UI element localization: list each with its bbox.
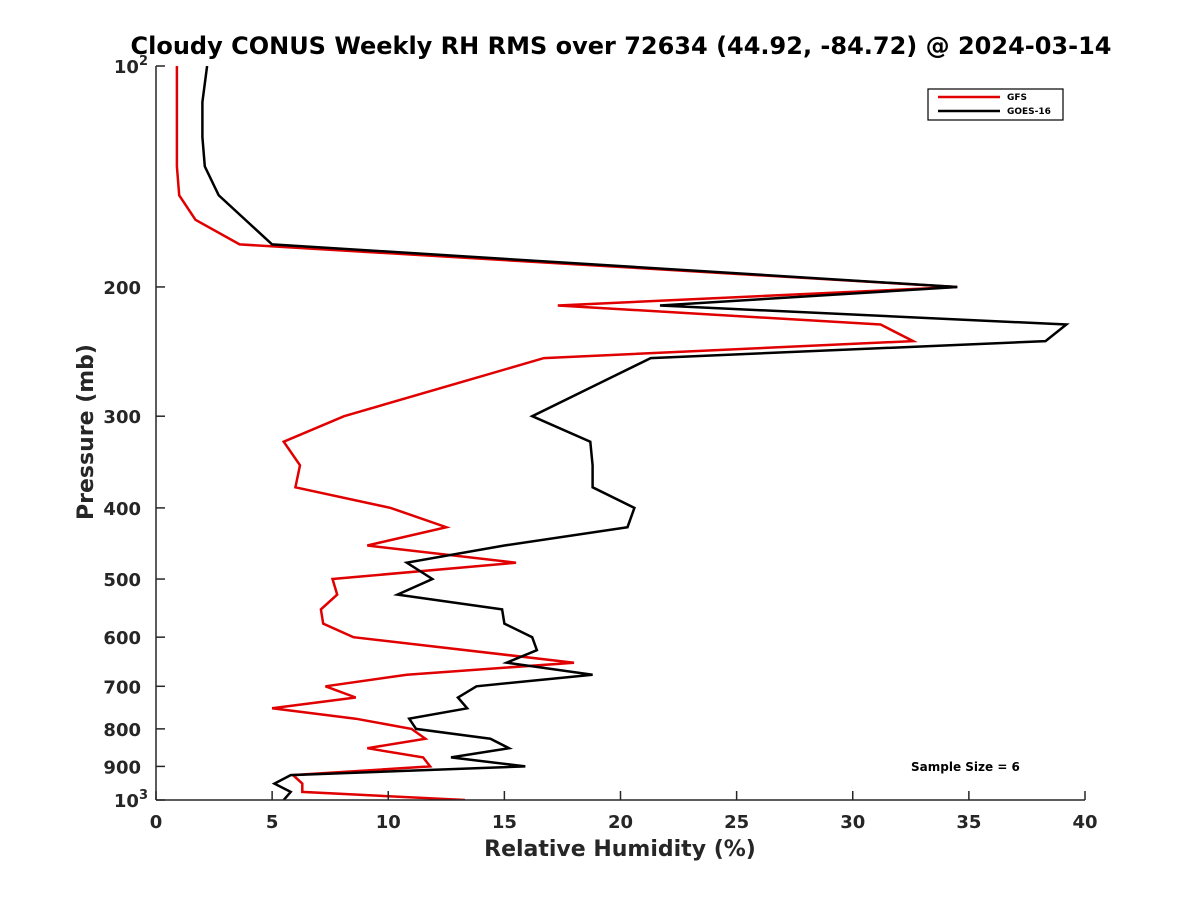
legend-box: [927, 88, 1064, 121]
y-tick-label: 800: [103, 720, 141, 741]
y-tick-label: 900: [103, 757, 141, 778]
legend-label-gfs: GFS: [1007, 93, 1027, 103]
y-tick-label: 400: [103, 499, 141, 520]
series-line-goes-16: [201, 66, 1070, 800]
x-axis-ticks: 0 5 10 15 20 25 30 35 40: [150, 791, 1098, 833]
tick-exponent: 2: [139, 54, 148, 69]
y-major-tick-label: 102: [114, 54, 148, 78]
series-line-gfs: [175, 66, 958, 800]
y-tick-label: 500: [103, 570, 141, 591]
plot-area: [175, 66, 1070, 800]
x-tick-label: 15: [492, 812, 517, 833]
x-axis-label: Relative Humidity (%): [484, 837, 756, 862]
x-tick-label: 10: [376, 812, 401, 833]
chart-title: Cloudy CONUS Weekly RH RMS over 72634 (4…: [131, 32, 1112, 60]
y-tick-label: 600: [103, 628, 141, 649]
legend-label-goes-16: GOES-16: [1007, 107, 1051, 117]
axes: [155, 66, 1085, 801]
x-tick-label: 30: [840, 812, 865, 833]
tick-exponent: 3: [139, 788, 148, 803]
tick-base: 10: [114, 791, 139, 812]
x-tick-label: 25: [724, 812, 749, 833]
x-tick-label: 5: [266, 812, 279, 833]
x-tick-label: 0: [150, 812, 163, 833]
y-axis-label: Pressure (mb): [74, 344, 99, 520]
y-tick-label: 700: [103, 677, 141, 698]
y-tick-label: 300: [103, 407, 141, 428]
y-tick-label: 200: [103, 278, 141, 299]
tick-base: 10: [114, 57, 139, 78]
x-tick-label: 35: [956, 812, 981, 833]
x-tick-label: 40: [1072, 812, 1097, 833]
sample-size-annotation: Sample Size = 6: [911, 760, 1020, 774]
legend: GFS GOES-16: [927, 88, 1064, 121]
x-tick-label: 20: [608, 812, 633, 833]
y-major-tick-label: 103: [114, 788, 148, 812]
